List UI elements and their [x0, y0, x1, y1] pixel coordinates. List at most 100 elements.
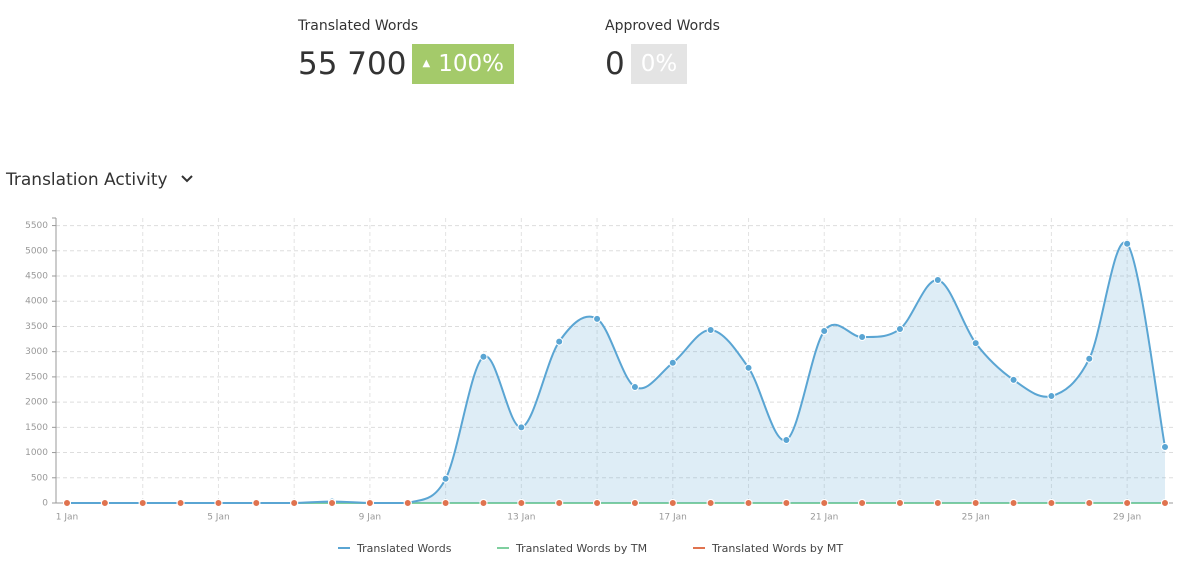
point: [1047, 392, 1056, 401]
point: [100, 499, 109, 507]
point: [517, 499, 526, 507]
point: [858, 499, 867, 507]
point: [782, 499, 791, 507]
point: [214, 499, 223, 507]
y-tick-label: 3000: [25, 347, 48, 357]
chevron: [181, 175, 193, 183]
stat-translated: Translated Words 55 700 ▲ 100%: [298, 18, 514, 84]
point: [895, 499, 904, 507]
stat-value: 55 700: [298, 46, 407, 82]
point: [517, 499, 526, 507]
x-tick-label: 13 Jan: [507, 513, 535, 523]
point: [820, 326, 829, 335]
point: [1161, 499, 1169, 507]
up-arrow: ▲: [422, 58, 431, 69]
legend-label: Translated Words by MT: [711, 542, 843, 555]
point: [706, 499, 715, 507]
point: [365, 499, 374, 507]
y-tick-label: 0: [42, 499, 48, 509]
point: [1123, 499, 1132, 507]
point: [1009, 499, 1018, 507]
point: [706, 499, 715, 507]
point: [403, 499, 412, 507]
point: [1085, 499, 1094, 507]
point: [328, 499, 337, 507]
point: [858, 499, 867, 507]
y-tick-label: 3500: [25, 322, 48, 332]
point: [555, 337, 564, 346]
point: [744, 499, 753, 507]
x-tick-label: 21 Jan: [810, 513, 838, 523]
point: [593, 499, 602, 507]
y-tick-label: 4500: [25, 272, 48, 282]
legend-label: Translated Words: [356, 542, 452, 555]
point: [365, 499, 374, 507]
point: [820, 499, 829, 507]
point: [403, 499, 412, 507]
point: [593, 314, 602, 323]
y-tick-label: 500: [31, 473, 48, 483]
series-line: [67, 241, 1166, 504]
x-tick-label: 17 Jan: [659, 513, 687, 523]
point: [176, 499, 185, 507]
point: [63, 499, 71, 507]
point: [214, 499, 223, 507]
point: [328, 497, 337, 506]
point: [933, 499, 942, 507]
point: [1009, 499, 1018, 507]
y-tick-label: 2000: [25, 398, 48, 408]
point: [1123, 239, 1132, 248]
stat-change: 100%: [438, 51, 504, 77]
y-tick-label: 5500: [25, 221, 48, 231]
point: [479, 499, 488, 507]
point: [1161, 443, 1169, 452]
point: [290, 499, 299, 507]
y-tick-label: 5000: [25, 246, 48, 256]
point: [668, 358, 677, 367]
area: [67, 242, 1165, 503]
x-tick-label: 25 Jan: [962, 513, 990, 523]
point: [895, 499, 904, 507]
section-title[interactable]: Translation Activity: [6, 170, 193, 190]
point: [1085, 499, 1094, 507]
title-text: Translation Activity: [6, 170, 168, 190]
point: [593, 499, 602, 507]
point: [63, 499, 71, 507]
point: [630, 499, 639, 507]
stat-value: 0: [605, 46, 625, 82]
point: [1161, 499, 1169, 507]
point: [252, 499, 261, 507]
point: [100, 499, 109, 507]
x-tick-label: 1 Jan: [56, 513, 78, 523]
point: [479, 352, 488, 361]
point: [971, 339, 980, 348]
point: [1009, 375, 1018, 384]
point: [782, 499, 791, 507]
point: [971, 499, 980, 507]
y-tick-label: 1000: [25, 448, 48, 458]
point: [744, 363, 753, 372]
y-tick-label: 1500: [25, 423, 48, 433]
stat-label: Approved Words: [605, 18, 720, 34]
point: [290, 499, 299, 507]
point: [100, 499, 109, 507]
point: [1123, 499, 1132, 507]
point: [138, 499, 147, 507]
point: [933, 276, 942, 285]
stat-change: 0%: [640, 51, 678, 77]
point: [782, 435, 791, 444]
stat-badge: 0%: [630, 44, 688, 84]
point: [138, 499, 147, 507]
point: [668, 499, 677, 507]
legend-label: Translated Words by TM: [515, 542, 647, 555]
point: [555, 499, 564, 507]
point: [479, 499, 488, 507]
point: [176, 499, 185, 507]
stat-approved: Approved Words 0 0%: [605, 18, 720, 84]
point: [1085, 354, 1094, 363]
point: [441, 499, 450, 507]
x-tick-label: 29 Jan: [1113, 513, 1141, 523]
y-tick-label: 2500: [25, 372, 48, 382]
point: [403, 499, 412, 507]
